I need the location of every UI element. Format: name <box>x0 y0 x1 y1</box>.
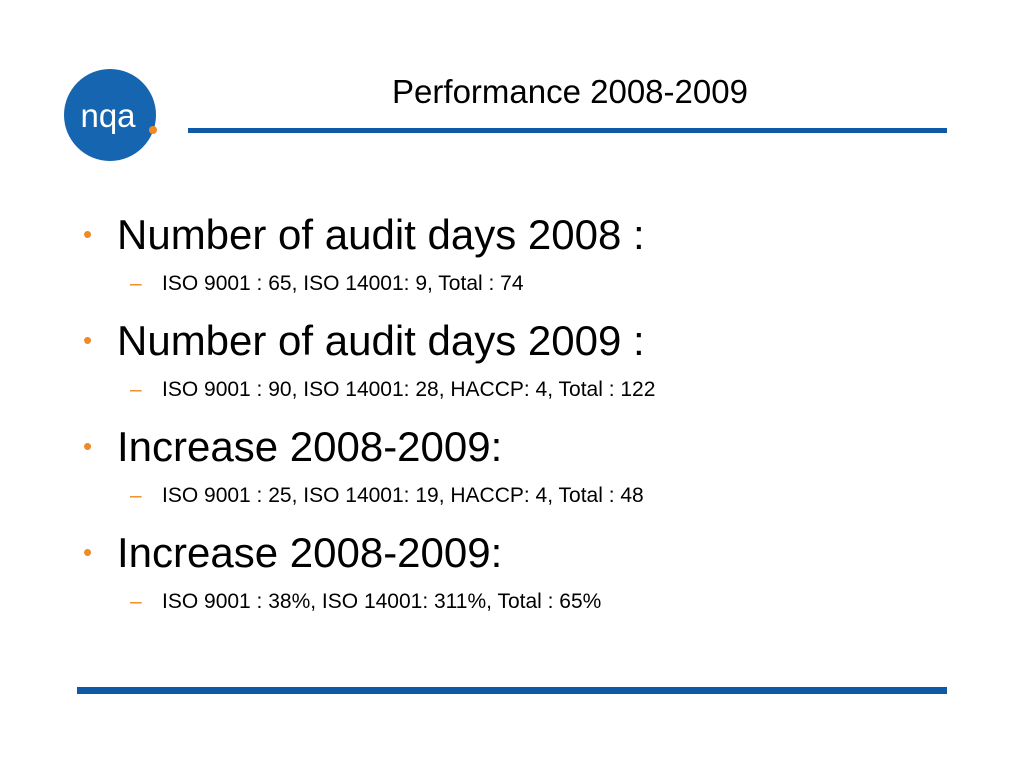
bullet-item: • Number of audit days 2009 : – ISO 9001… <box>80 315 960 421</box>
bullet-heading: Increase 2008-2009: <box>117 423 503 470</box>
dash-icon: – <box>130 378 142 401</box>
sub-bullet-text: ISO 9001 : 90, ISO 14001: 28, HACCP: 4, … <box>162 378 656 401</box>
bullet-heading: Number of audit days 2009 : <box>117 317 645 364</box>
slide-title: Performance 2008-2009 <box>392 73 748 110</box>
svg-text:nqa: nqa <box>80 97 136 134</box>
sub-bullet: – ISO 9001 : 38%, ISO 14001: 311%, Total… <box>117 589 960 615</box>
bullet-item: • Increase 2008-2009: – ISO 9001 : 38%, … <box>80 527 960 633</box>
sub-bullet-text: ISO 9001 : 65, ISO 14001: 9, Total : 74 <box>162 272 524 295</box>
sub-bullet: – ISO 9001 : 25, ISO 14001: 19, HACCP: 4… <box>117 483 960 509</box>
bullet-list: • Number of audit days 2008 : – ISO 9001… <box>80 209 960 633</box>
bullet-item: • Increase 2008-2009: – ISO 9001 : 25, I… <box>80 421 960 527</box>
footer-divider <box>77 687 947 694</box>
nqa-logo-graphic: nqa <box>64 69 157 161</box>
dash-icon: – <box>130 272 142 295</box>
bullet-heading: Increase 2008-2009: <box>117 529 503 576</box>
bullet-dot-icon: • <box>83 219 93 249</box>
sub-bullet: – ISO 9001 : 90, ISO 14001: 28, HACCP: 4… <box>117 377 960 403</box>
nqa-logo: nqa <box>64 69 158 163</box>
sub-bullet: – ISO 9001 : 65, ISO 14001: 9, Total : 7… <box>117 271 960 297</box>
bullet-item: • Number of audit days 2008 : – ISO 9001… <box>80 209 960 315</box>
sub-bullet-text: ISO 9001 : 25, ISO 14001: 19, HACCP: 4, … <box>162 484 644 507</box>
sub-bullet-text: ISO 9001 : 38%, ISO 14001: 311%, Total :… <box>162 590 602 613</box>
logo-text: nqa <box>80 97 136 134</box>
dash-icon: – <box>130 590 142 613</box>
bullet-dot-icon: • <box>83 325 93 355</box>
bullet-dot-icon: • <box>83 537 93 567</box>
title-divider <box>188 128 947 133</box>
dash-icon: – <box>130 484 142 507</box>
logo-dot-icon <box>149 126 157 134</box>
bullet-heading: Number of audit days 2008 : <box>117 211 645 258</box>
bullet-dot-icon: • <box>83 431 93 461</box>
